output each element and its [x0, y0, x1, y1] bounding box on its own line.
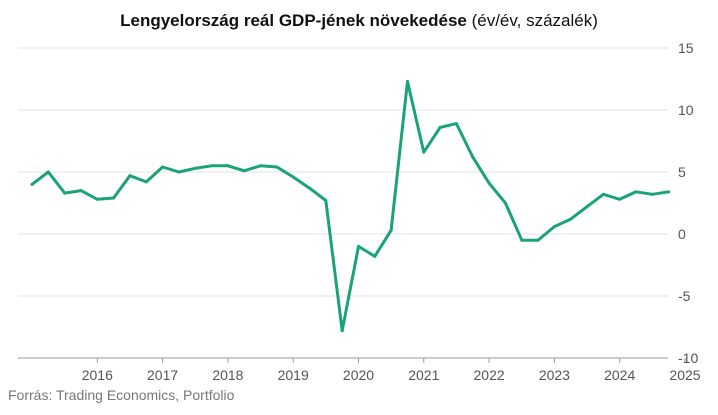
data-point — [340, 329, 344, 333]
data-point — [128, 174, 132, 178]
data-point — [144, 180, 148, 184]
data-point — [471, 155, 475, 159]
data-point — [112, 196, 116, 200]
data-point — [46, 170, 50, 174]
data-point — [226, 164, 230, 168]
data-point — [242, 169, 246, 173]
data-point — [520, 238, 524, 242]
data-point — [454, 122, 458, 126]
data-point — [357, 244, 360, 248]
data-point — [438, 125, 442, 129]
data-point — [405, 79, 409, 83]
y-tick-label: -5 — [678, 288, 691, 304]
data-point — [618, 197, 622, 201]
x-tick-label: 2021 — [408, 367, 439, 383]
data-point — [487, 181, 491, 185]
x-tick-label: 2016 — [82, 367, 113, 383]
y-tick-label: 10 — [678, 102, 694, 118]
data-point — [536, 238, 540, 242]
data-point — [324, 199, 328, 203]
data-point — [503, 201, 507, 205]
x-tick-label: 2023 — [539, 367, 570, 383]
data-point — [552, 225, 556, 229]
y-tick-label: 15 — [678, 40, 694, 56]
data-point — [308, 186, 312, 190]
x-tick-label: 2025 — [669, 367, 700, 383]
data-point — [634, 190, 638, 194]
data-point — [193, 166, 197, 170]
y-tick-label: 5 — [678, 164, 686, 180]
chart-title: Lengyelország reál GDP-jének növekedése … — [0, 11, 718, 31]
chart-title-main: Lengyelország reál GDP-jének növekedése — [120, 11, 467, 30]
data-point — [63, 191, 67, 195]
data-point — [161, 165, 165, 169]
data-point — [259, 164, 263, 168]
data-point — [373, 254, 377, 258]
x-tick-label: 2019 — [278, 367, 309, 383]
y-tick-label: 0 — [678, 226, 686, 242]
data-point — [177, 170, 181, 174]
data-point — [667, 190, 671, 194]
x-tick-label: 2022 — [474, 367, 505, 383]
data-point — [79, 189, 83, 193]
data-point — [389, 228, 393, 232]
data-point — [601, 192, 605, 196]
data-point — [422, 150, 426, 154]
data-point — [275, 165, 279, 169]
data-point — [210, 164, 214, 168]
data-point — [291, 175, 295, 179]
data-point — [569, 217, 573, 221]
x-tick-label: 2017 — [147, 367, 178, 383]
gdp-growth-series-line — [30, 80, 671, 333]
source-note: Forrás: Trading Economics, Portfolio — [8, 387, 235, 403]
x-tick-label: 2024 — [604, 367, 635, 383]
y-tick-label: -10 — [678, 350, 698, 366]
chart-title-unit: (év/év, százalék) — [466, 11, 598, 30]
data-point — [585, 205, 589, 209]
x-tick-label: 2018 — [212, 367, 243, 383]
data-point — [95, 197, 99, 201]
data-point — [30, 182, 34, 186]
data-point — [650, 192, 654, 196]
x-tick-label: 2020 — [343, 367, 374, 383]
